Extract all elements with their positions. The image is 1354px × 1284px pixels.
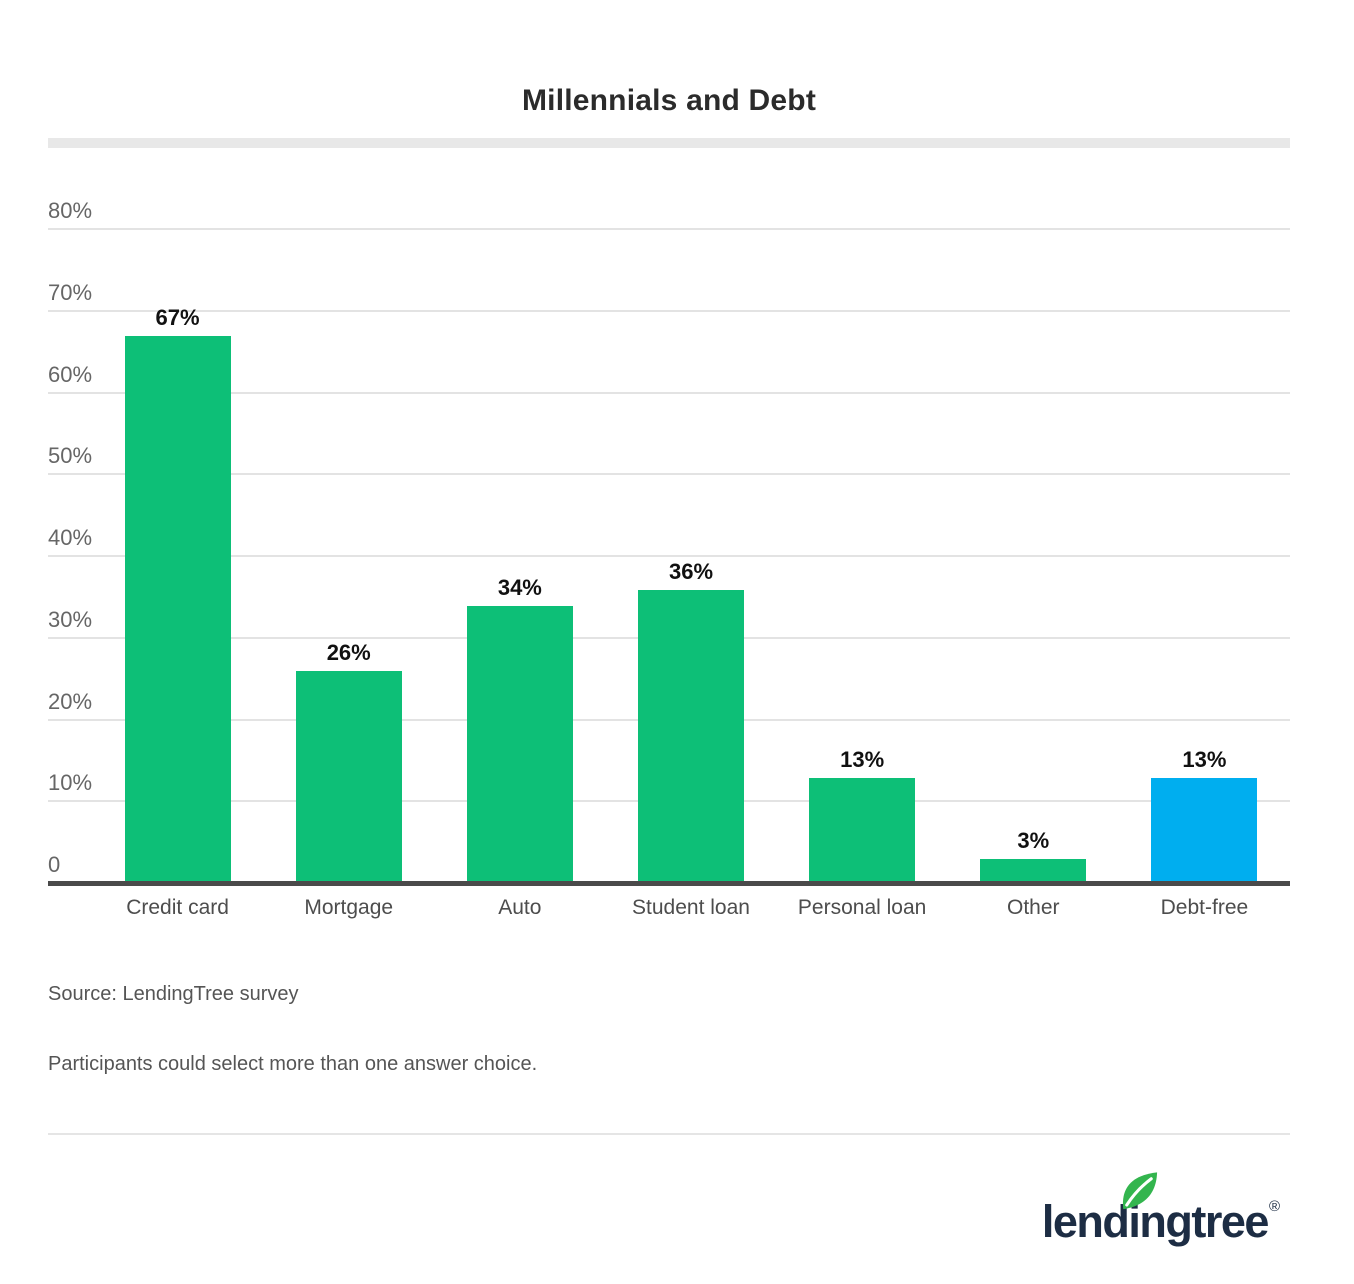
- y-axis-tick-label: 70%: [48, 279, 93, 305]
- x-axis-label-auto: Auto: [498, 896, 542, 919]
- bar-group-other: 3%: [948, 828, 1119, 884]
- y-axis-tick-label: 80%: [48, 198, 93, 223]
- x-axis-label-other: Other: [1007, 896, 1060, 919]
- registered-trademark: ®: [1268, 1198, 1280, 1215]
- y-axis-tick-label: 10%: [48, 770, 93, 796]
- bar-group-mortgage: 26%: [263, 640, 434, 884]
- bar-personal-loan: [809, 778, 916, 884]
- bar-group-credit-card: 67%: [92, 305, 263, 884]
- bar-group-debt-free: 13%: [1119, 747, 1290, 884]
- x-axis-label-mortgage: Mortgage: [304, 896, 394, 919]
- x-axis-label-debt-free: Debt-free: [1160, 896, 1249, 919]
- leaf-icon: [1122, 1172, 1157, 1210]
- bar-value-label: 67%: [155, 305, 200, 330]
- bar-credit-card: [124, 336, 231, 884]
- footer-divider: [48, 1133, 1290, 1135]
- bar-value-label: 34%: [497, 575, 542, 600]
- x-axis-labels: Credit card Mortgage Auto Student loan P…: [92, 896, 1290, 920]
- bar-group-auto: 34%: [434, 575, 605, 884]
- gridline: [48, 228, 1290, 230]
- y-axis-tick-label: 20%: [48, 688, 93, 714]
- x-axis-line: [48, 881, 1290, 886]
- bar-value-label: 13%: [1182, 747, 1227, 772]
- bar-group-student-loan: 36%: [605, 559, 776, 884]
- gridline: [48, 555, 1290, 557]
- x-axis-label-student-loan: Student loan: [632, 896, 750, 919]
- x-axis-label-personal-loan: Personal loan: [797, 896, 927, 919]
- y-axis-tick-label: 50%: [48, 443, 93, 469]
- bar-debt-free: [1151, 778, 1258, 884]
- y-axis-tick-label: 0: [48, 852, 61, 877]
- source-text: Source: LendingTree survey: [48, 983, 299, 1005]
- bar-value-label: 26%: [326, 640, 371, 665]
- gridline: [48, 391, 1290, 394]
- lendingtree-logo: lendingtree®: [1042, 1171, 1280, 1249]
- bars-layer: 67% 26% 34% 36% 13%: [92, 148, 1290, 884]
- gridline: [48, 473, 1290, 476]
- bar-group-personal-loan: 13%: [777, 747, 948, 884]
- title-underline-bar: [48, 138, 1290, 148]
- x-axis-label-credit-card: Credit card: [126, 896, 229, 919]
- chart-title: Millennials and Debt: [521, 84, 817, 117]
- gridline: [48, 309, 1290, 312]
- bar-mortgage: [295, 671, 402, 884]
- logo-text: lendingtree: [1041, 1196, 1270, 1247]
- y-axis-tick-label: 30%: [48, 606, 93, 632]
- y-axis-tick-label: 40%: [48, 525, 93, 550]
- bar-value-label: 13%: [840, 747, 885, 772]
- bar-student-loan: [637, 590, 745, 884]
- bar-value-label: 36%: [668, 559, 714, 584]
- y-axis-tick-label: 60%: [48, 361, 93, 387]
- plot-area: 80% 70% 60% 50% 40% 30% 20% 10% 0 67% 26% 34% 36…: [48, 148, 1290, 886]
- bar-auto: [466, 606, 573, 884]
- bar-other: [980, 859, 1087, 884]
- bar-value-label: 3%: [1017, 828, 1050, 853]
- note-text: Participants could select more than one …: [48, 1053, 538, 1075]
